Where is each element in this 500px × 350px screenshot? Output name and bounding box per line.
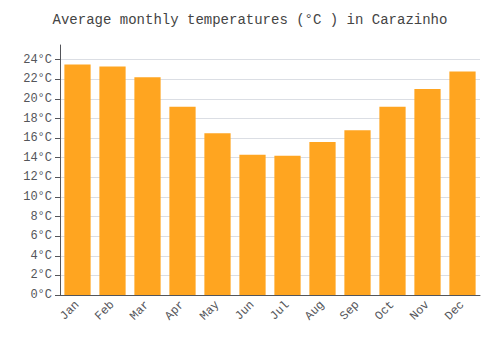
svg-text:10°C: 10°C — [23, 190, 52, 204]
svg-text:14°C: 14°C — [23, 151, 52, 165]
svg-text:2°C: 2°C — [30, 268, 52, 282]
svg-text:Feb: Feb — [92, 298, 117, 323]
svg-text:Sep: Sep — [337, 298, 362, 323]
svg-text:0°C: 0°C — [30, 288, 52, 302]
svg-text:8°C: 8°C — [30, 210, 52, 224]
svg-text:Jul: Jul — [267, 298, 292, 323]
svg-text:Dec: Dec — [442, 298, 467, 323]
svg-text:22°C: 22°C — [23, 72, 52, 86]
svg-text:Average monthly temperatures (: Average monthly temperatures (°C ) in Ca… — [53, 12, 448, 28]
svg-text:20°C: 20°C — [23, 92, 52, 106]
svg-text:Apr: Apr — [162, 298, 187, 323]
svg-text:16°C: 16°C — [23, 131, 52, 145]
svg-text:Jan: Jan — [57, 298, 82, 323]
svg-text:Oct: Oct — [372, 298, 397, 323]
svg-text:Aug: Aug — [302, 298, 327, 323]
svg-text:May: May — [197, 298, 222, 323]
svg-text:4°C: 4°C — [30, 249, 52, 263]
svg-text:24°C: 24°C — [23, 53, 52, 67]
svg-text:Mar: Mar — [127, 298, 152, 323]
svg-text:18°C: 18°C — [23, 112, 52, 126]
svg-text:12°C: 12°C — [23, 170, 52, 184]
svg-text:6°C: 6°C — [30, 229, 52, 243]
svg-text:Jun: Jun — [232, 298, 257, 323]
svg-text:Nov: Nov — [407, 298, 432, 323]
